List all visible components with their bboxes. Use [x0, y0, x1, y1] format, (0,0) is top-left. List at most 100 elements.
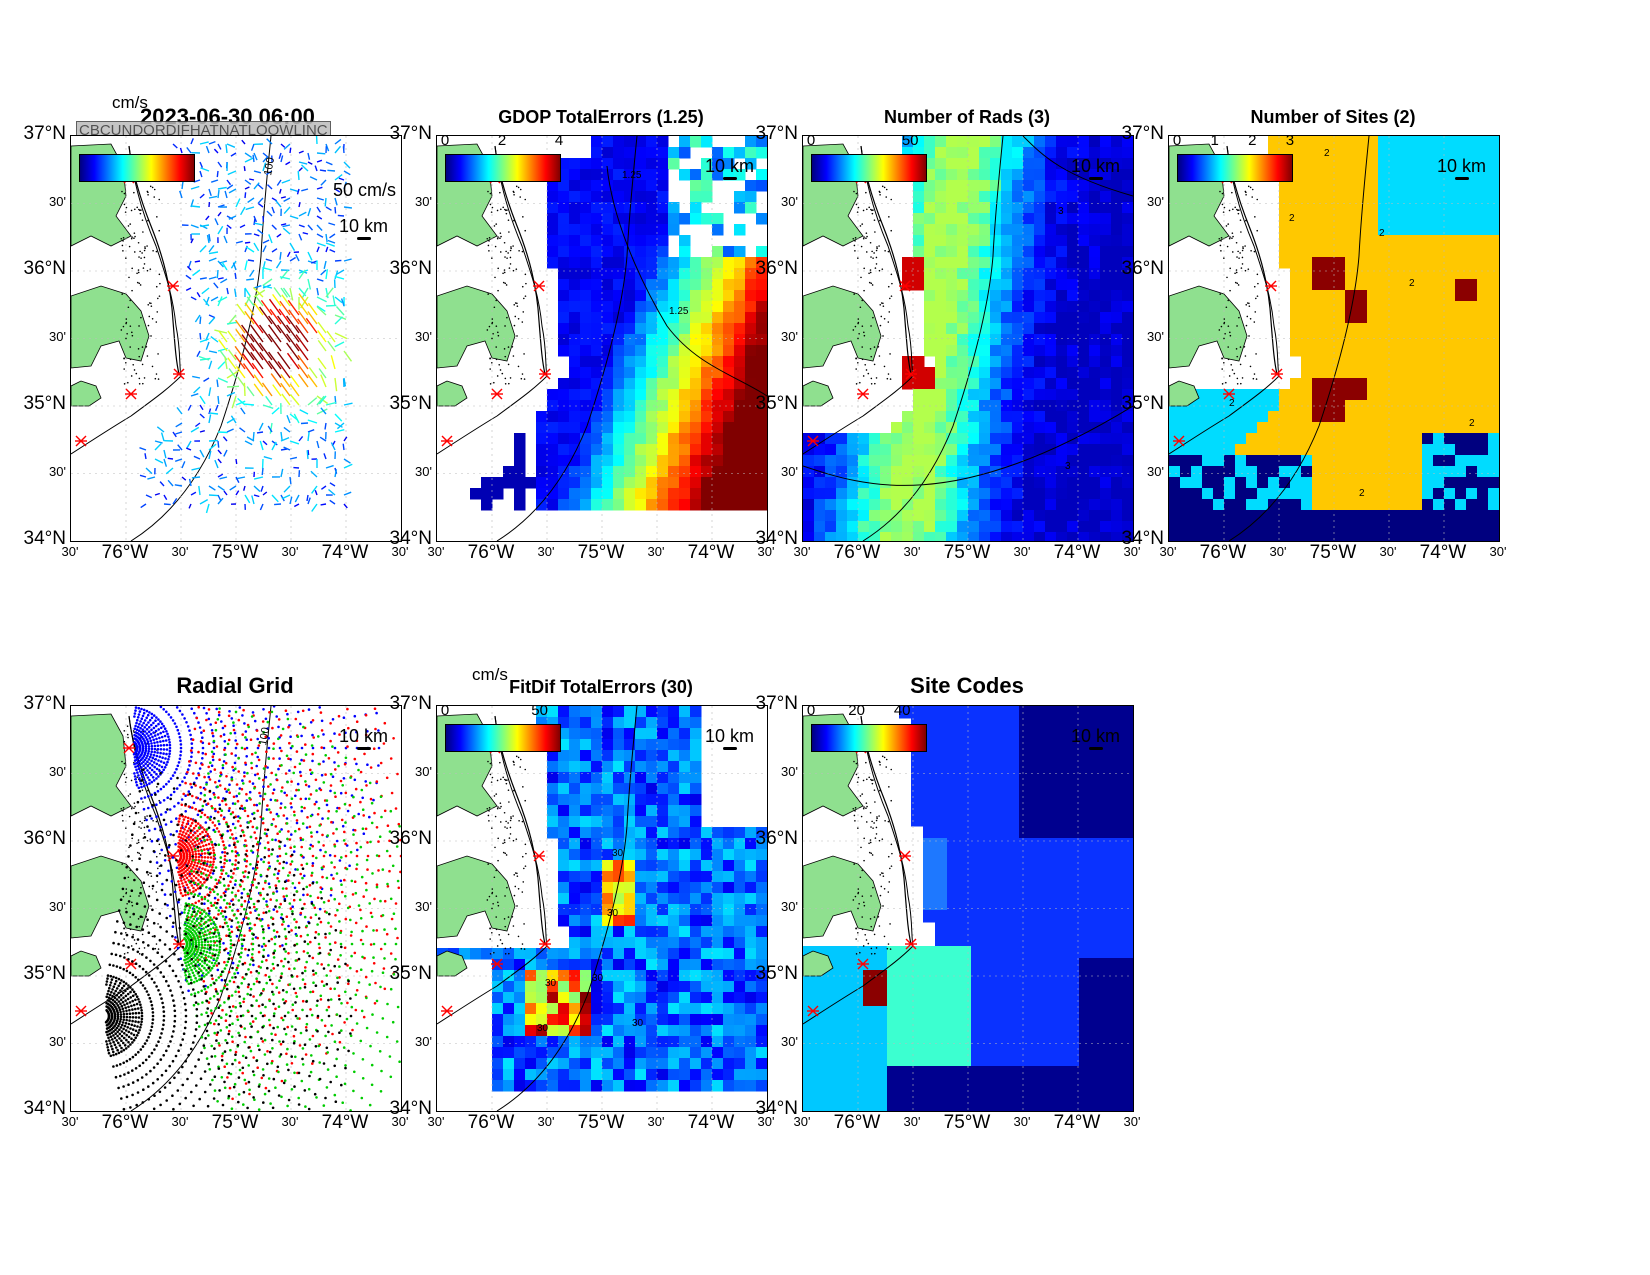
island-dot	[869, 271, 872, 274]
current-vector	[324, 422, 327, 430]
current-vector	[205, 145, 210, 154]
heatmap-cell	[946, 334, 958, 346]
heatmap-cell	[668, 411, 680, 423]
heatmap-cell	[979, 268, 991, 280]
current-vector	[139, 474, 147, 478]
island-dot	[1247, 185, 1250, 188]
island-dot	[515, 268, 518, 270]
heatmap-cell	[1034, 532, 1046, 541]
heatmap-cell	[1023, 532, 1035, 541]
heatmap-cell	[1312, 477, 1324, 489]
heatmap-cell	[591, 367, 603, 379]
heatmap-cell	[679, 499, 691, 511]
heatmap-cell	[1433, 389, 1445, 401]
heatmap-cell	[968, 235, 980, 247]
island-dot	[495, 346, 497, 348]
heatmap-cell	[1078, 268, 1090, 280]
heatmap-cell	[1411, 334, 1423, 346]
current-vector	[251, 317, 264, 334]
island-dot	[890, 229, 893, 232]
heatmap-cell	[1400, 257, 1412, 269]
heatmap-cell	[1122, 191, 1133, 203]
island-dot	[157, 297, 159, 300]
island-dot	[140, 827, 142, 829]
heatmap-cell	[1301, 180, 1313, 192]
heatmap-cell	[1301, 235, 1313, 247]
heatmap-cell	[902, 422, 914, 434]
island-dot	[122, 325, 125, 328]
radial-point	[201, 826, 204, 829]
heatmap-cell	[1056, 345, 1068, 357]
heatmap-cell	[1034, 290, 1046, 302]
current-vector	[282, 227, 291, 235]
heatmap-cell	[1012, 367, 1024, 379]
radial-point	[315, 800, 318, 804]
heatmap-cell	[1345, 411, 1357, 423]
island-dot	[1244, 355, 1247, 357]
heatmap-cell	[924, 345, 936, 357]
island-dot	[875, 256, 878, 259]
heatmap-cell	[1400, 169, 1412, 181]
heatmap-cell	[1067, 213, 1079, 225]
island-dot	[494, 245, 497, 248]
radial-point	[203, 852, 207, 855]
heatmap-cell	[1012, 169, 1024, 181]
heatmap-cell	[1191, 422, 1203, 434]
heatmap-cell	[657, 334, 669, 346]
heatmap-cell	[723, 455, 735, 467]
heatmap-cell	[1488, 499, 1499, 511]
current-vector	[279, 188, 282, 194]
heatmap-cell	[1323, 488, 1335, 500]
radial-point	[255, 764, 258, 768]
radial-point	[230, 833, 234, 836]
heatmap-cell	[979, 532, 991, 541]
heatmap-cell	[1334, 191, 1346, 203]
island-dot	[139, 209, 141, 212]
radial-point	[145, 732, 149, 735]
radial-point	[211, 843, 214, 846]
current-vector	[293, 413, 300, 424]
heatmap-cell	[1422, 499, 1434, 511]
heatmap-cell	[1067, 466, 1079, 478]
heatmap-cell	[1477, 290, 1489, 302]
current-vector	[271, 440, 278, 446]
island-dot	[507, 363, 510, 366]
heatmap-cell	[701, 301, 713, 313]
heatmap-cell	[635, 323, 647, 335]
heatmap-cell	[723, 433, 735, 445]
heatmap-cell	[1023, 301, 1035, 313]
heatmap-cell	[701, 257, 713, 269]
radial-point	[190, 755, 193, 759]
current-vector	[267, 184, 273, 190]
radial-point	[134, 706, 138, 709]
radial-point	[300, 746, 304, 750]
heatmap-cell	[946, 521, 958, 533]
heatmap-cell	[1045, 455, 1057, 467]
land-area	[437, 380, 468, 407]
heatmap-cell	[1213, 466, 1225, 478]
island-dot	[133, 369, 136, 371]
radial-point	[190, 786, 193, 789]
current-vector	[156, 426, 165, 433]
heatmap-cell	[1444, 400, 1456, 412]
radial-point	[255, 803, 259, 807]
heatmap-cell	[979, 202, 991, 214]
radial-point	[251, 867, 255, 870]
island-dot	[1218, 329, 1221, 331]
heatmap-cell	[1466, 356, 1478, 368]
heatmap-cell	[990, 235, 1002, 247]
island-dot	[127, 306, 130, 309]
heatmap-cell	[1056, 433, 1068, 445]
radial-point	[285, 861, 288, 865]
heatmap-cell	[891, 532, 903, 541]
radial-point	[145, 709, 149, 713]
current-vector	[228, 215, 237, 220]
radial-point	[176, 764, 180, 768]
heatmap-cell	[1290, 191, 1302, 203]
heatmap-cell	[1089, 389, 1101, 401]
heatmap-cell	[1400, 466, 1412, 478]
island-dot	[138, 947, 141, 950]
heatmap-cell	[712, 477, 724, 489]
radial-point	[164, 823, 168, 826]
island-dot	[1225, 381, 1227, 384]
